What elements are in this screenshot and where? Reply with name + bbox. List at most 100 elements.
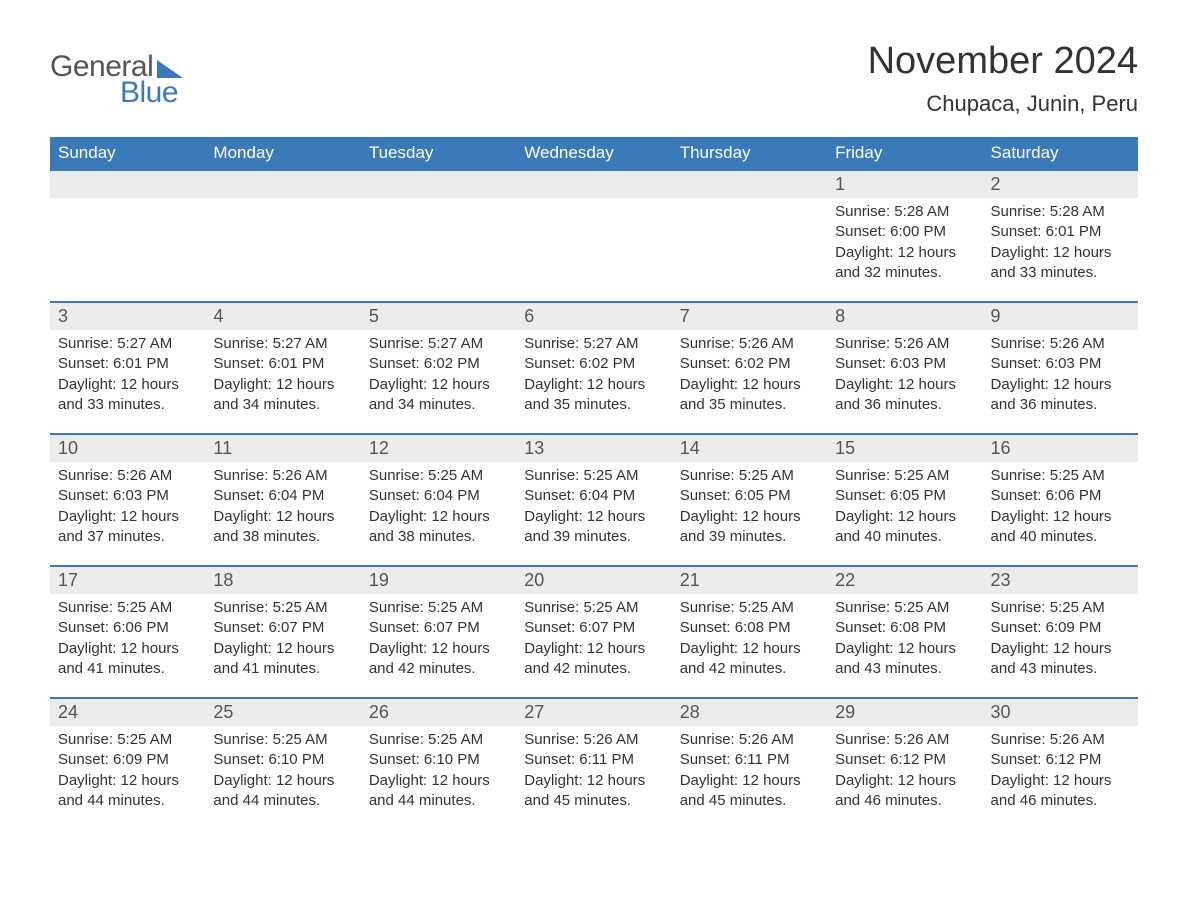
day-details: Sunrise: 5:25 AMSunset: 6:09 PMDaylight:… bbox=[50, 726, 205, 821]
calendar-week-row: 17Sunrise: 5:25 AMSunset: 6:06 PMDayligh… bbox=[50, 565, 1138, 697]
daylight-line: Daylight: 12 hours and 42 minutes. bbox=[369, 639, 508, 680]
calendar-cell: 26Sunrise: 5:25 AMSunset: 6:10 PMDayligh… bbox=[361, 697, 516, 829]
day-details: Sunrise: 5:26 AMSunset: 6:03 PMDaylight:… bbox=[983, 330, 1138, 425]
sunset-line: Sunset: 6:12 PM bbox=[991, 750, 1130, 770]
daylight-line: Daylight: 12 hours and 36 minutes. bbox=[835, 375, 974, 416]
calendar-cell: 30Sunrise: 5:26 AMSunset: 6:12 PMDayligh… bbox=[983, 697, 1138, 829]
sunset-line: Sunset: 6:04 PM bbox=[213, 486, 352, 506]
day-details: Sunrise: 5:25 AMSunset: 6:08 PMDaylight:… bbox=[827, 594, 982, 689]
sunrise-line: Sunrise: 5:27 AM bbox=[213, 334, 352, 354]
day-details: Sunrise: 5:28 AMSunset: 6:01 PMDaylight:… bbox=[983, 198, 1138, 293]
calendar-week-row: 10Sunrise: 5:26 AMSunset: 6:03 PMDayligh… bbox=[50, 433, 1138, 565]
logo: General Blue bbox=[50, 50, 183, 110]
sunrise-line: Sunrise: 5:25 AM bbox=[369, 598, 508, 618]
weekday-header: Saturday bbox=[983, 137, 1138, 169]
day-details: Sunrise: 5:25 AMSunset: 6:08 PMDaylight:… bbox=[672, 594, 827, 689]
day-details: Sunrise: 5:27 AMSunset: 6:02 PMDaylight:… bbox=[361, 330, 516, 425]
sunrise-line: Sunrise: 5:25 AM bbox=[991, 466, 1130, 486]
sunset-line: Sunset: 6:03 PM bbox=[991, 354, 1130, 374]
weekday-header: Wednesday bbox=[516, 137, 671, 169]
sunset-line: Sunset: 6:00 PM bbox=[835, 222, 974, 242]
sunset-line: Sunset: 6:10 PM bbox=[213, 750, 352, 770]
day-details: Sunrise: 5:26 AMSunset: 6:03 PMDaylight:… bbox=[827, 330, 982, 425]
daylight-line: Daylight: 12 hours and 44 minutes. bbox=[58, 771, 197, 812]
calendar-cell: 4Sunrise: 5:27 AMSunset: 6:01 PMDaylight… bbox=[205, 301, 360, 433]
calendar-cell bbox=[361, 169, 516, 301]
sunset-line: Sunset: 6:09 PM bbox=[58, 750, 197, 770]
day-number: 16 bbox=[983, 435, 1138, 462]
daylight-line: Daylight: 12 hours and 40 minutes. bbox=[835, 507, 974, 548]
daylight-line: Daylight: 12 hours and 33 minutes. bbox=[991, 243, 1130, 284]
sunrise-line: Sunrise: 5:26 AM bbox=[58, 466, 197, 486]
weekday-header: Thursday bbox=[672, 137, 827, 169]
day-details: Sunrise: 5:26 AMSunset: 6:04 PMDaylight:… bbox=[205, 462, 360, 557]
sunset-line: Sunset: 6:05 PM bbox=[835, 486, 974, 506]
daylight-line: Daylight: 12 hours and 38 minutes. bbox=[213, 507, 352, 548]
sunset-line: Sunset: 6:11 PM bbox=[680, 750, 819, 770]
day-details: Sunrise: 5:26 AMSunset: 6:02 PMDaylight:… bbox=[672, 330, 827, 425]
day-number: 2 bbox=[983, 171, 1138, 198]
sunrise-line: Sunrise: 5:26 AM bbox=[680, 730, 819, 750]
calendar-cell: 13Sunrise: 5:25 AMSunset: 6:04 PMDayligh… bbox=[516, 433, 671, 565]
day-details: Sunrise: 5:25 AMSunset: 6:06 PMDaylight:… bbox=[50, 594, 205, 689]
day-number: 4 bbox=[205, 303, 360, 330]
calendar-cell: 28Sunrise: 5:26 AMSunset: 6:11 PMDayligh… bbox=[672, 697, 827, 829]
sunset-line: Sunset: 6:04 PM bbox=[369, 486, 508, 506]
calendar-cell: 5Sunrise: 5:27 AMSunset: 6:02 PMDaylight… bbox=[361, 301, 516, 433]
calendar-cell: 24Sunrise: 5:25 AMSunset: 6:09 PMDayligh… bbox=[50, 697, 205, 829]
calendar-cell: 25Sunrise: 5:25 AMSunset: 6:10 PMDayligh… bbox=[205, 697, 360, 829]
daylight-line: Daylight: 12 hours and 41 minutes. bbox=[213, 639, 352, 680]
sunrise-line: Sunrise: 5:28 AM bbox=[991, 202, 1130, 222]
day-number: 10 bbox=[50, 435, 205, 462]
sunrise-line: Sunrise: 5:26 AM bbox=[991, 730, 1130, 750]
daylight-line: Daylight: 12 hours and 41 minutes. bbox=[58, 639, 197, 680]
daylight-line: Daylight: 12 hours and 35 minutes. bbox=[680, 375, 819, 416]
calendar-cell: 11Sunrise: 5:26 AMSunset: 6:04 PMDayligh… bbox=[205, 433, 360, 565]
sunrise-line: Sunrise: 5:26 AM bbox=[680, 334, 819, 354]
calendar-cell: 23Sunrise: 5:25 AMSunset: 6:09 PMDayligh… bbox=[983, 565, 1138, 697]
day-details: Sunrise: 5:26 AMSunset: 6:03 PMDaylight:… bbox=[50, 462, 205, 557]
calendar-cell bbox=[516, 169, 671, 301]
sunset-line: Sunset: 6:07 PM bbox=[213, 618, 352, 638]
day-number: 13 bbox=[516, 435, 671, 462]
day-number: 20 bbox=[516, 567, 671, 594]
sunrise-line: Sunrise: 5:26 AM bbox=[524, 730, 663, 750]
sunset-line: Sunset: 6:08 PM bbox=[835, 618, 974, 638]
day-number: 5 bbox=[361, 303, 516, 330]
day-details: Sunrise: 5:27 AMSunset: 6:01 PMDaylight:… bbox=[50, 330, 205, 425]
day-details: Sunrise: 5:25 AMSunset: 6:04 PMDaylight:… bbox=[361, 462, 516, 557]
daylight-line: Daylight: 12 hours and 42 minutes. bbox=[524, 639, 663, 680]
weekday-header: Monday bbox=[205, 137, 360, 169]
calendar-cell: 1Sunrise: 5:28 AMSunset: 6:00 PMDaylight… bbox=[827, 169, 982, 301]
day-number: 22 bbox=[827, 567, 982, 594]
day-number: 24 bbox=[50, 699, 205, 726]
sunrise-line: Sunrise: 5:25 AM bbox=[680, 466, 819, 486]
daylight-line: Daylight: 12 hours and 34 minutes. bbox=[213, 375, 352, 416]
sunset-line: Sunset: 6:02 PM bbox=[369, 354, 508, 374]
day-details: Sunrise: 5:25 AMSunset: 6:05 PMDaylight:… bbox=[672, 462, 827, 557]
sunset-line: Sunset: 6:06 PM bbox=[58, 618, 197, 638]
day-details: Sunrise: 5:25 AMSunset: 6:05 PMDaylight:… bbox=[827, 462, 982, 557]
calendar-cell: 18Sunrise: 5:25 AMSunset: 6:07 PMDayligh… bbox=[205, 565, 360, 697]
day-number: 8 bbox=[827, 303, 982, 330]
weekday-header-row: SundayMondayTuesdayWednesdayThursdayFrid… bbox=[50, 137, 1138, 169]
calendar-cell: 14Sunrise: 5:25 AMSunset: 6:05 PMDayligh… bbox=[672, 433, 827, 565]
sunset-line: Sunset: 6:08 PM bbox=[680, 618, 819, 638]
sunrise-line: Sunrise: 5:25 AM bbox=[835, 466, 974, 486]
day-number: 7 bbox=[672, 303, 827, 330]
daylight-line: Daylight: 12 hours and 35 minutes. bbox=[524, 375, 663, 416]
location-subtitle: Chupaca, Junin, Peru bbox=[868, 91, 1138, 117]
sunrise-line: Sunrise: 5:25 AM bbox=[680, 598, 819, 618]
day-number: 28 bbox=[672, 699, 827, 726]
day-details: Sunrise: 5:25 AMSunset: 6:06 PMDaylight:… bbox=[983, 462, 1138, 557]
day-details: Sunrise: 5:26 AMSunset: 6:12 PMDaylight:… bbox=[983, 726, 1138, 821]
day-details: Sunrise: 5:25 AMSunset: 6:04 PMDaylight:… bbox=[516, 462, 671, 557]
sunrise-line: Sunrise: 5:25 AM bbox=[213, 598, 352, 618]
sunset-line: Sunset: 6:09 PM bbox=[991, 618, 1130, 638]
sunrise-line: Sunrise: 5:27 AM bbox=[369, 334, 508, 354]
sunrise-line: Sunrise: 5:25 AM bbox=[213, 730, 352, 750]
calendar-cell bbox=[205, 169, 360, 301]
daylight-line: Daylight: 12 hours and 44 minutes. bbox=[213, 771, 352, 812]
daylight-line: Daylight: 12 hours and 32 minutes. bbox=[835, 243, 974, 284]
sunrise-line: Sunrise: 5:25 AM bbox=[524, 466, 663, 486]
